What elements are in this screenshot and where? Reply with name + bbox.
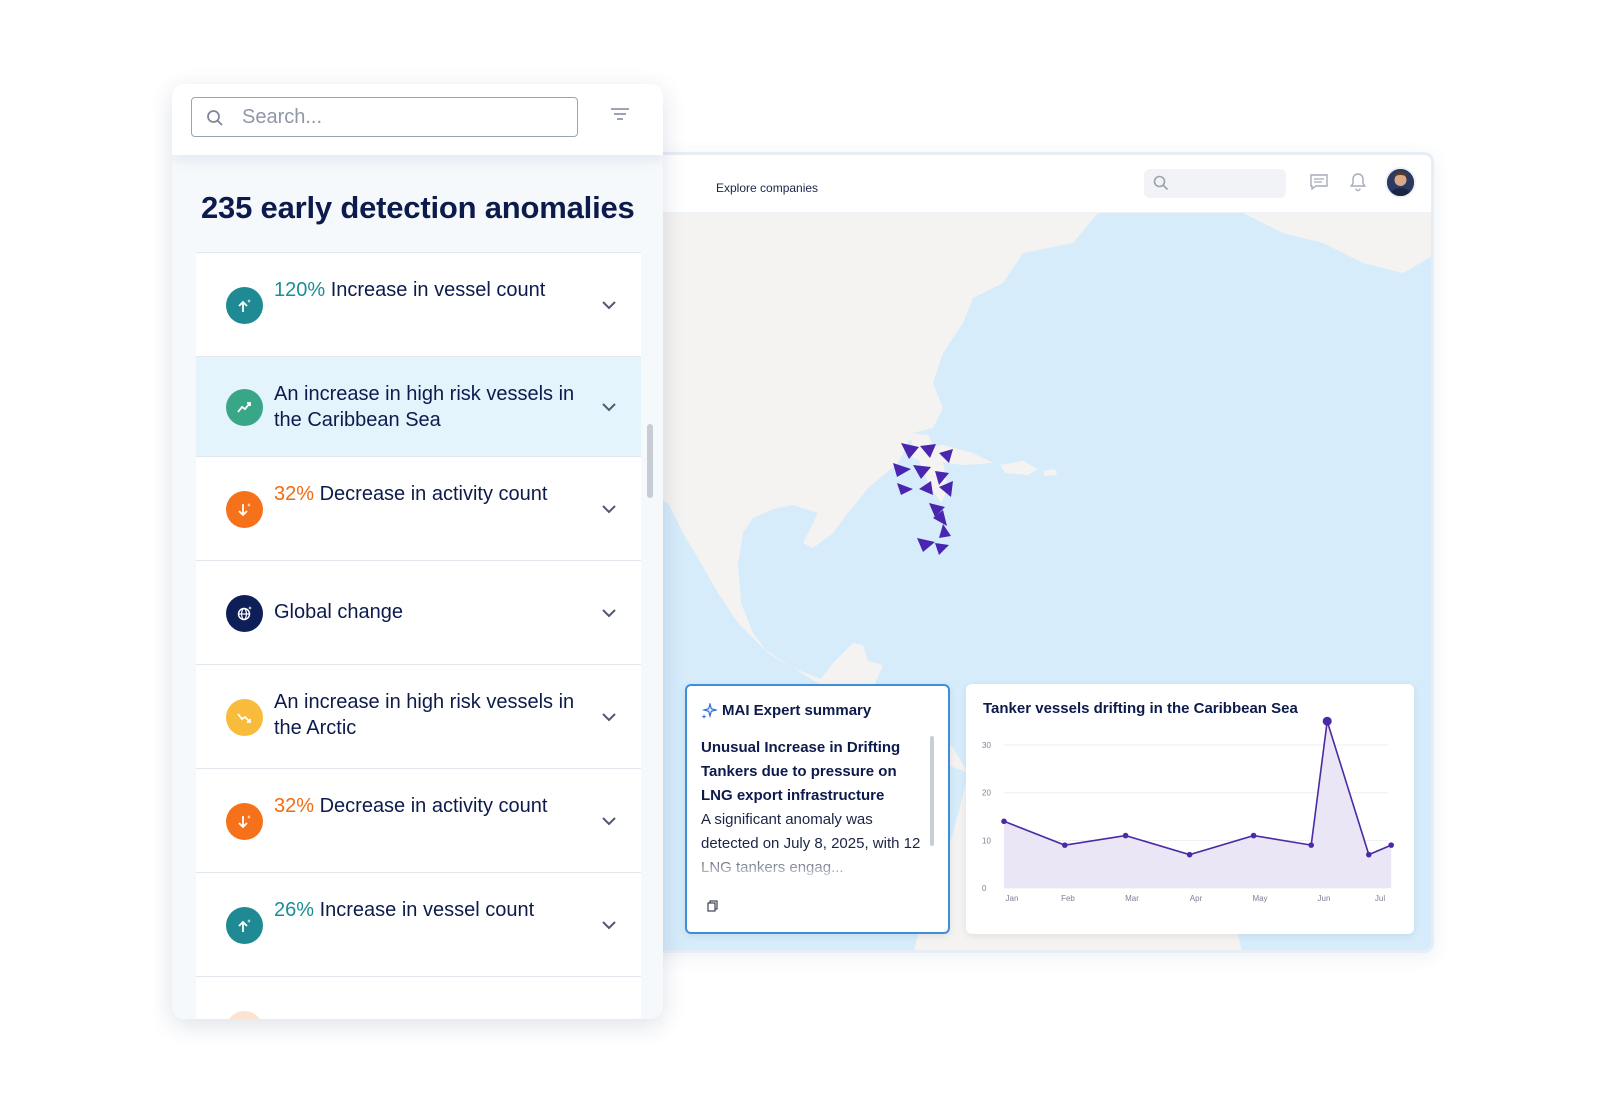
- trend-up-icon: [226, 389, 263, 426]
- arrow-down-sparkle-icon: [226, 803, 263, 840]
- anomaly-item[interactable]: 32% Decrease in activity count: [196, 768, 641, 872]
- anomaly-item[interactable]: 26% Increase in vessel count: [196, 872, 641, 976]
- summary-fade: [697, 850, 927, 884]
- chart-area-fill: [1004, 721, 1392, 888]
- anomaly-item[interactable]: Global change: [196, 560, 641, 664]
- chart-data-point[interactable]: [1388, 842, 1394, 848]
- panel-header: [172, 84, 663, 155]
- trend-down-icon: [226, 699, 263, 736]
- chart-title: Tanker vessels drifting in the Caribbean…: [983, 700, 1298, 717]
- anomaly-percent: 120%: [274, 279, 326, 301]
- y-tick-label: 30: [982, 741, 991, 750]
- anomaly-description: Global change: [274, 601, 403, 623]
- anomaly-item[interactable]: An increase in high risk vessels in the …: [196, 356, 641, 456]
- chart-data-point[interactable]: [1322, 716, 1332, 726]
- arrow-up-sparkle-icon: [226, 287, 263, 324]
- y-tick-label: 20: [982, 789, 991, 798]
- chart-data-point[interactable]: [1250, 832, 1257, 839]
- y-tick-label: 0: [982, 884, 987, 893]
- panel-title: 235 early detection anomalies: [201, 190, 635, 225]
- anomaly-item[interactable]: 32% Decrease in activity count: [196, 456, 641, 560]
- chart-data-point[interactable]: [1001, 818, 1007, 825]
- search-icon: [207, 110, 223, 126]
- anomaly-label: 120% Increase in vessel count: [274, 277, 584, 303]
- anomaly-description: Increase in vessel count: [325, 279, 546, 301]
- badge-partial: [226, 1011, 263, 1019]
- filter-icon[interactable]: [610, 106, 630, 122]
- chart-data-point[interactable]: [1308, 842, 1314, 848]
- x-tick-label: Feb: [1061, 894, 1075, 903]
- anomaly-item[interactable]: An increase in high risk vessels in the …: [196, 664, 641, 768]
- search-input[interactable]: [242, 104, 562, 130]
- summary-scrollbar[interactable]: [930, 736, 934, 846]
- anomaly-item-partial: [196, 976, 641, 1019]
- arrow-up-sparkle-icon: [226, 907, 263, 944]
- panel-scrollbar[interactable]: [647, 424, 653, 498]
- search-field[interactable]: [191, 97, 578, 137]
- summary-title: MAI Expert summary: [722, 702, 872, 719]
- globe-sparkle-icon: [226, 595, 263, 632]
- anomaly-label: 26% Increase in vessel count: [274, 897, 584, 923]
- anomaly-percent: 26%: [274, 899, 315, 921]
- anomaly-percent: 32%: [274, 483, 315, 505]
- chevron-down-icon[interactable]: [601, 300, 617, 310]
- mai-expert-summary-card[interactable]: MAI Expert summary Unusual Increase in D…: [685, 684, 950, 934]
- anomaly-label: An increase in high risk vessels in the …: [274, 689, 584, 741]
- anomaly-description: Decrease in activity count: [314, 795, 548, 817]
- summary-headline: Unusual Increase in Drifting Tankers due…: [701, 739, 901, 804]
- top-navigation-bar: Explore companies: [643, 155, 1431, 213]
- x-tick-label: Mar: [1125, 894, 1139, 903]
- copy-icon[interactable]: [707, 900, 719, 912]
- message-icon[interactable]: [1309, 173, 1329, 191]
- x-tick-label: Jun: [1318, 894, 1331, 903]
- chevron-down-icon[interactable]: [601, 504, 617, 514]
- anomaly-label: 32% Decrease in activity count: [274, 481, 584, 507]
- x-tick-label: Jan: [1006, 894, 1019, 903]
- x-tick-label: Jul: [1375, 894, 1385, 903]
- chevron-down-icon[interactable]: [601, 608, 617, 618]
- top-search-input[interactable]: [1144, 169, 1286, 198]
- chart-data-point[interactable]: [1186, 851, 1193, 858]
- y-tick-label: 10: [982, 836, 991, 845]
- chart-data-point[interactable]: [1366, 851, 1372, 858]
- chevron-down-icon[interactable]: [601, 402, 617, 412]
- anomaly-description: An increase in high risk vessels in the …: [274, 383, 575, 431]
- line-area-chart: 0 10 20 30 Jan Feb Mar Apr May Jun Jul: [982, 716, 1394, 903]
- vessel-markers[interactable]: [893, 443, 953, 555]
- anomaly-item[interactable]: 120% Increase in vessel count: [196, 252, 641, 356]
- chevron-down-icon[interactable]: [601, 816, 617, 826]
- anomaly-description: An increase in high risk vessels in the …: [274, 691, 575, 739]
- user-avatar[interactable]: [1385, 167, 1416, 198]
- sparkle-icon: [701, 702, 717, 719]
- explore-companies-link[interactable]: Explore companies: [716, 181, 819, 195]
- anomaly-description: Increase in vessel count: [314, 899, 535, 921]
- chart-data-point[interactable]: [1122, 832, 1129, 839]
- anomalies-panel: 235 early detection anomalies 120% Incre…: [172, 84, 663, 1019]
- chart-data-point[interactable]: [1062, 842, 1068, 848]
- notification-bell-icon[interactable]: [1349, 172, 1367, 192]
- x-tick-label: May: [1252, 894, 1267, 903]
- anomaly-label: An increase in high risk vessels in the …: [274, 381, 584, 433]
- anomaly-description: Decrease in activity count: [314, 483, 548, 505]
- chevron-down-icon[interactable]: [601, 920, 617, 930]
- x-tick-label: Apr: [1190, 894, 1203, 903]
- anomaly-list: 120% Increase in vessel count An increase…: [196, 252, 641, 1019]
- tanker-chart-card: Tanker vessels drifting in the Caribbean…: [966, 684, 1414, 934]
- search-icon: [1153, 175, 1169, 191]
- chevron-down-icon[interactable]: [601, 712, 617, 722]
- arrow-down-sparkle-icon: [226, 491, 263, 528]
- anomaly-label: Global change: [274, 599, 584, 625]
- anomaly-percent: 32%: [274, 795, 315, 817]
- anomaly-label: 32% Decrease in activity count: [274, 793, 584, 819]
